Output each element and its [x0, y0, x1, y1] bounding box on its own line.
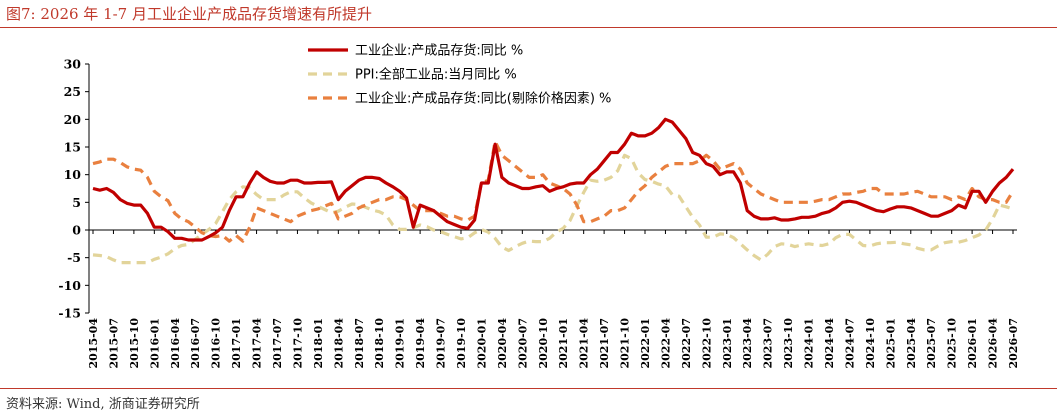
source-divider [0, 388, 1057, 389]
x-tick-label: 2023-07 [762, 318, 775, 369]
y-tick-label: 10 [64, 167, 82, 182]
x-tick-label: 2020-01 [475, 318, 488, 369]
x-tick-label: 2019-10 [455, 318, 468, 369]
x-tick-label: 2015-10 [128, 318, 141, 369]
x-tick-label: 2016-04 [169, 318, 182, 369]
title-divider [0, 27, 1057, 28]
x-tick-label: 2025-10 [946, 318, 959, 369]
x-tick-label: 2022-04 [659, 318, 672, 369]
legend-label-1: 工业企业:产成品存货:同比 % [355, 43, 523, 59]
y-tick-label: -10 [58, 278, 81, 293]
chart-series [92, 117, 1015, 265]
x-tick-label: 2015-07 [107, 318, 120, 369]
y-tick-label: 20 [64, 112, 82, 127]
chart-axes: -15 -10 -5 0 5 10 15 20 25 30 2015-04 2015-07 2015-1… [58, 57, 1020, 369]
x-tick-label: 2019-04 [414, 318, 427, 369]
y-tick-label: -5 [67, 250, 81, 265]
x-tick-label: 2016-10 [210, 318, 223, 369]
x-tick-label: 2020-10 [537, 318, 550, 369]
x-tick-label: 2024-01 [803, 318, 816, 369]
y-tick-label: 5 [72, 195, 81, 210]
x-tick-label: 2020-07 [516, 318, 529, 369]
y-tick-label: 25 [64, 84, 81, 99]
y-tick-label: -15 [58, 306, 81, 321]
x-tick-label: 2025-01 [884, 318, 897, 369]
x-tick-label: 2023-04 [741, 318, 754, 369]
x-tick-label: 2021-01 [557, 318, 570, 369]
x-tick-label: 2024-04 [823, 318, 836, 369]
legend-label-2: PPI:全部工业品:当月同比 % [355, 67, 517, 83]
y-tick-label: 0 [72, 223, 81, 238]
x-tick-label: 2026-01 [966, 318, 979, 369]
y-tick-label: 30 [64, 57, 82, 72]
x-tick-label: 2022-10 [700, 318, 713, 369]
x-tick-label: 2019-01 [394, 318, 407, 369]
x-tick-label: 2015-04 [87, 318, 100, 369]
x-tick-label: 2026-07 [1007, 318, 1020, 369]
x-tick-label: 2022-01 [639, 318, 652, 369]
x-tick-label: 2018-01 [312, 318, 325, 369]
x-tick-label: 2024-10 [864, 318, 877, 369]
legend-label-3: 工业企业:产成品存货:同比(剔除价格因素) % [355, 91, 611, 107]
x-tick-label: 2022-07 [680, 318, 693, 369]
y-tick-label: 15 [64, 140, 81, 155]
x-tick-label: 2017-10 [291, 318, 304, 369]
x-tick-label: 2018-07 [353, 318, 366, 369]
x-tick-label: 2025-07 [925, 318, 938, 369]
x-tick-label: 2018-10 [373, 318, 386, 369]
x-tick-label: 2017-01 [230, 318, 243, 369]
source-note: 资料来源: Wind, 浙商证券研究所 [6, 397, 200, 412]
x-tick-label: 2026-04 [987, 318, 1000, 369]
series-line-3 [92, 139, 1015, 243]
x-tick-label: 2024-07 [843, 318, 856, 369]
x-tick-label: 2020-04 [496, 318, 509, 369]
x-tick-label: 2018-04 [332, 318, 345, 369]
series-line-1 [92, 117, 1015, 242]
x-tick-label: 2023-01 [721, 318, 734, 369]
x-tick-label: 2021-07 [598, 318, 611, 369]
x-tick-label: 2017-07 [271, 318, 284, 369]
x-tick-label: 2025-04 [905, 318, 918, 369]
x-tick-label: 2016-07 [189, 318, 202, 369]
line-chart: -15 -10 -5 0 5 10 15 20 25 30 2015-04 2015-07 2015-1… [58, 43, 1020, 369]
figure-title: 图7: 2026 年 1-7 月工业企业产成品存货增速有所提升 [6, 5, 373, 23]
x-tick-label: 2016-01 [148, 318, 161, 369]
chart-legend: 工业企业:产成品存货:同比 % PPI:全部工业品:当月同比 % 工业企业:产成品存… [308, 43, 611, 107]
x-tick-label: 2021-04 [578, 318, 591, 369]
x-tick-label: 2019-07 [435, 318, 448, 369]
x-tick-label: 2021-10 [619, 318, 632, 369]
x-tick-label: 2017-04 [251, 318, 264, 369]
x-tick-label: 2023-10 [782, 318, 795, 369]
